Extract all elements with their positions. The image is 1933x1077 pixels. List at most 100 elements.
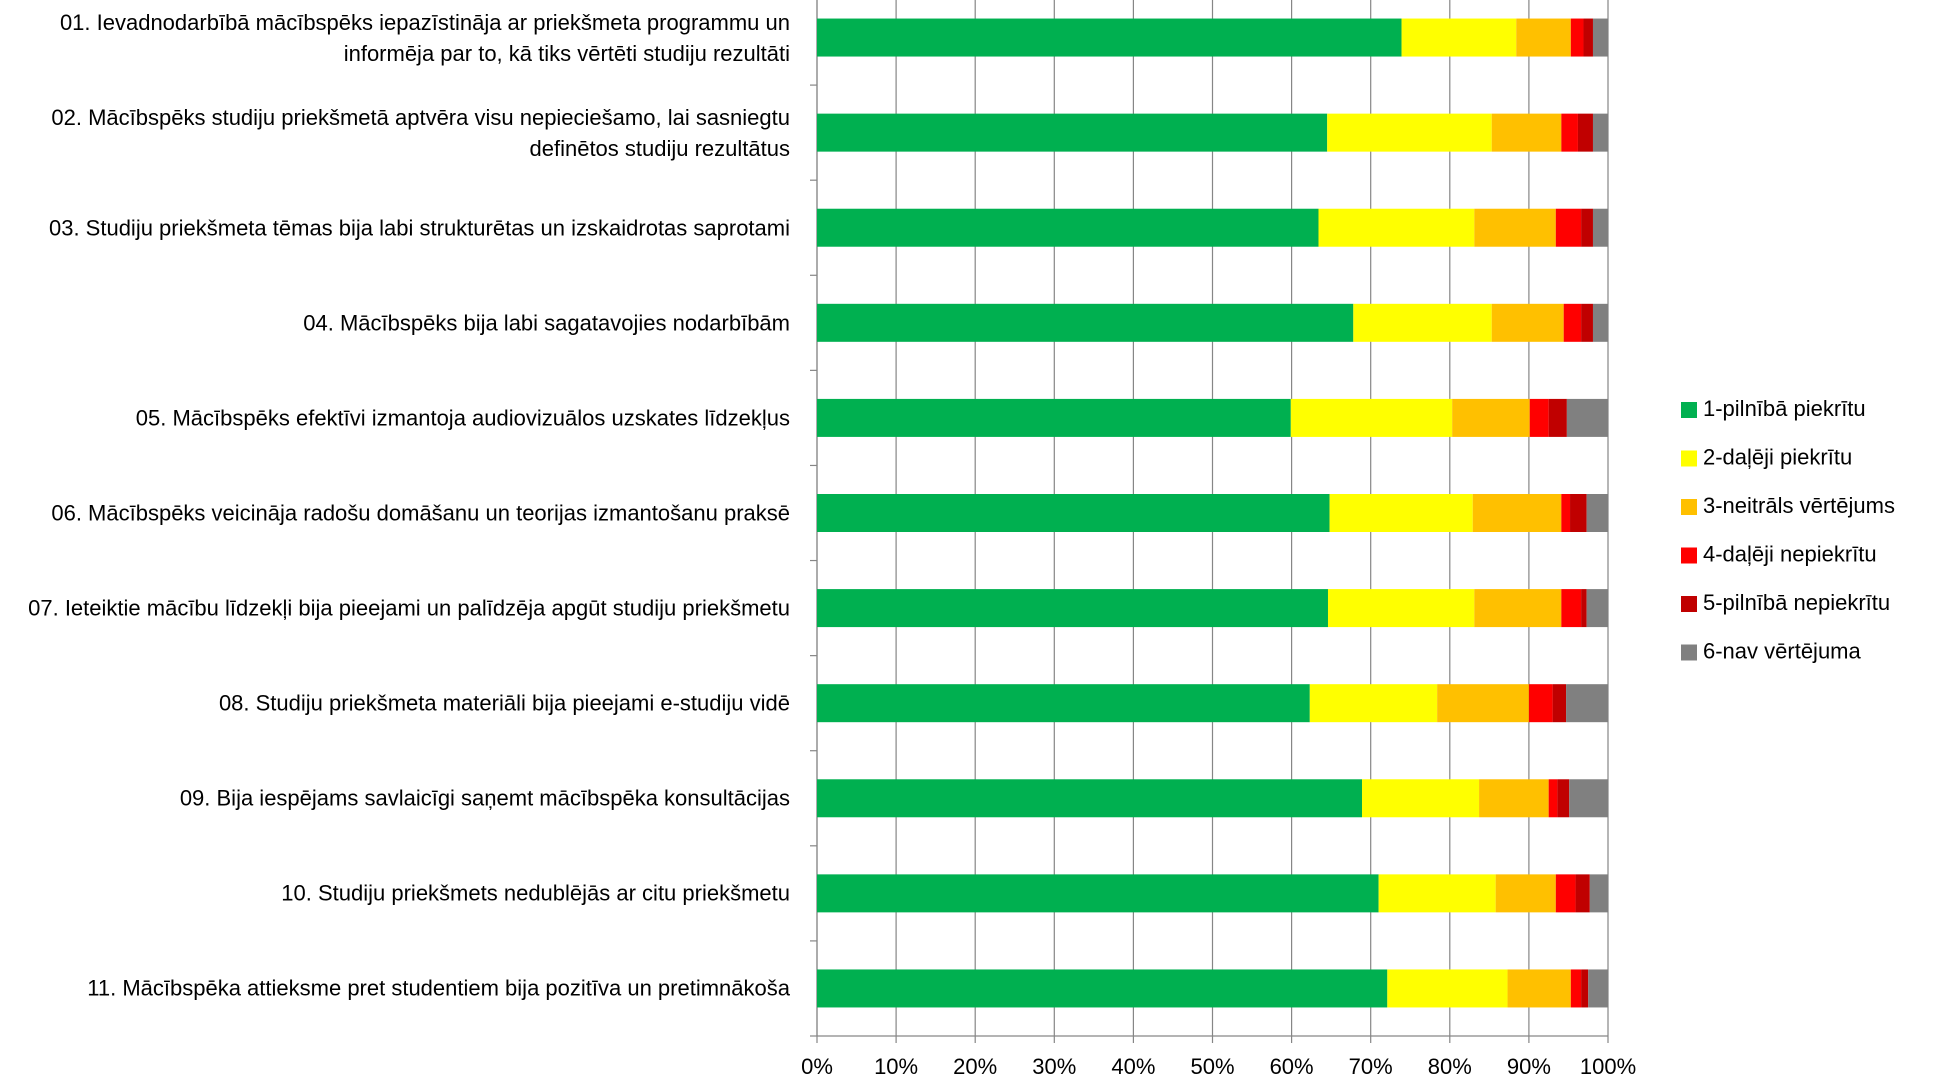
- x-tick-label: 60%: [1270, 1054, 1314, 1077]
- category-label: 01. Ievadnodarbībā mācībspēks iepazīstin…: [59, 9, 790, 66]
- bar-segment: [1592, 18, 1608, 57]
- x-tick-label: 80%: [1428, 1054, 1472, 1077]
- legend-swatch: [1681, 644, 1697, 661]
- bar-segment: [1561, 494, 1571, 532]
- bar-segment: [1327, 589, 1475, 628]
- x-tick-label: 70%: [1349, 1054, 1393, 1077]
- bar-segment: [1329, 494, 1473, 532]
- bar-segment: [1570, 494, 1587, 532]
- legend-label: 3-neitrāls vērtējums: [1703, 493, 1895, 518]
- bar-segment: [1563, 303, 1582, 342]
- bar-segment: [1581, 303, 1593, 342]
- legend-swatch: [1681, 402, 1697, 418]
- bar-segment: [817, 113, 1328, 152]
- bar-segment: [817, 494, 1330, 532]
- bar-segment: [1592, 303, 1608, 342]
- bar-segment: [1581, 208, 1593, 247]
- bar-segment: [1452, 398, 1530, 437]
- bar-segment: [817, 398, 1291, 437]
- bar-segment: [1548, 398, 1567, 437]
- bar-segment: [1378, 874, 1496, 913]
- category-label: 09. Bija iespējams savlaicīgi saņemt māc…: [179, 785, 790, 811]
- bar-segment: [1437, 684, 1529, 723]
- bar-segment: [1474, 208, 1556, 247]
- legend-swatch: [1681, 499, 1697, 515]
- bar-segment: [1575, 874, 1590, 913]
- bar-segment: [817, 303, 1354, 342]
- bar-segment: [1555, 874, 1576, 913]
- legend-swatch: [1681, 596, 1697, 612]
- bar-segment: [1589, 874, 1608, 913]
- category-label: 05. Mācībspēks efektīvi izmantoja audiov…: [135, 405, 790, 431]
- bar-segment: [1290, 398, 1453, 437]
- x-tick-label: 30%: [1032, 1054, 1076, 1077]
- bar-segment: [1592, 113, 1608, 152]
- bar-segment: [1495, 874, 1556, 913]
- bar-segment: [1528, 684, 1553, 723]
- bar-segment: [1566, 684, 1608, 723]
- category-label: 02. Mācībspēks studiju priekšmetā aptvēr…: [51, 104, 790, 161]
- category-label: 11. Mācībspēka attieksme pret studentiem…: [87, 975, 790, 1001]
- bar-segment: [1361, 779, 1480, 818]
- bar-segment: [1507, 969, 1571, 1008]
- legend-label: 4-daļēji nepiekrītu: [1703, 541, 1877, 566]
- category-label: 04. Mācībspēks bija labi sagatavojies no…: [303, 310, 790, 336]
- x-tick-label: 40%: [1111, 1054, 1155, 1077]
- bar-segment: [817, 779, 1362, 818]
- bar-segment: [1491, 303, 1564, 342]
- bar-segment: [817, 684, 1310, 723]
- bar-segment: [817, 208, 1319, 247]
- bar-segment: [817, 18, 1402, 57]
- bar-segment: [1474, 589, 1562, 628]
- bar-segment: [1548, 779, 1558, 818]
- bar-segment: [1588, 969, 1608, 1008]
- bar-segment: [1581, 969, 1589, 1008]
- bar-segment: [817, 874, 1379, 913]
- x-tick-label: 0%: [801, 1054, 833, 1077]
- bar-segment: [1552, 684, 1567, 723]
- legend-swatch: [1681, 450, 1697, 467]
- category-label: 08. Studiju priekšmeta materiāli bija pi…: [218, 690, 790, 716]
- bar-segment: [1586, 589, 1608, 628]
- x-tick-label: 100%: [1580, 1054, 1636, 1077]
- x-tick-label: 10%: [874, 1054, 918, 1077]
- x-tick-label: 20%: [953, 1054, 997, 1077]
- legend-swatch: [1681, 547, 1697, 564]
- bar-segment: [1353, 303, 1492, 342]
- bar-segment: [1561, 113, 1578, 152]
- legend-label: 2-daļēji piekrītu: [1703, 444, 1852, 469]
- category-label: 03. Studiju priekšmeta tēmas bija labi s…: [48, 215, 790, 241]
- bar-segment: [1479, 779, 1549, 818]
- bar-segment: [1561, 589, 1582, 628]
- category-label: 07. Ieteiktie mācību līdzekļi bija pieej…: [28, 595, 790, 621]
- bar-segment: [1586, 494, 1608, 532]
- legend-label: 1-pilnībā piekrītu: [1703, 396, 1866, 421]
- bar-segment: [1472, 494, 1562, 532]
- bar-segment: [1309, 684, 1438, 723]
- bar-segment: [1592, 208, 1608, 247]
- bar-segment: [1570, 18, 1584, 57]
- bar-segment: [1327, 113, 1492, 152]
- bar-segment: [1529, 398, 1549, 437]
- bar-segment: [817, 589, 1328, 628]
- bar-segment: [1387, 969, 1508, 1008]
- category-label: 10. Studiju priekšmets nedublējās ar cit…: [281, 880, 790, 906]
- bar-segment: [1577, 113, 1593, 152]
- bar-segment: [1557, 779, 1570, 818]
- bar-segment: [1516, 18, 1571, 57]
- legend-label: 5-pilnībā nepiekrītu: [1703, 590, 1890, 615]
- bar-segment: [1318, 208, 1475, 247]
- bar-segment: [1555, 208, 1582, 247]
- bar-segment: [1566, 398, 1608, 437]
- bar-segment: [1401, 18, 1517, 57]
- legend-label: 6-nav vērtējuma: [1703, 638, 1862, 663]
- category-label: 06. Mācībspēks veicināja radošu domāšanu…: [51, 500, 790, 526]
- bar-segment: [817, 969, 1388, 1008]
- bar-segment: [1569, 779, 1608, 818]
- bar-segment: [1581, 589, 1587, 628]
- bar-segment: [1583, 18, 1593, 57]
- bar-segment: [1491, 113, 1562, 152]
- bar-segment: [1570, 969, 1582, 1008]
